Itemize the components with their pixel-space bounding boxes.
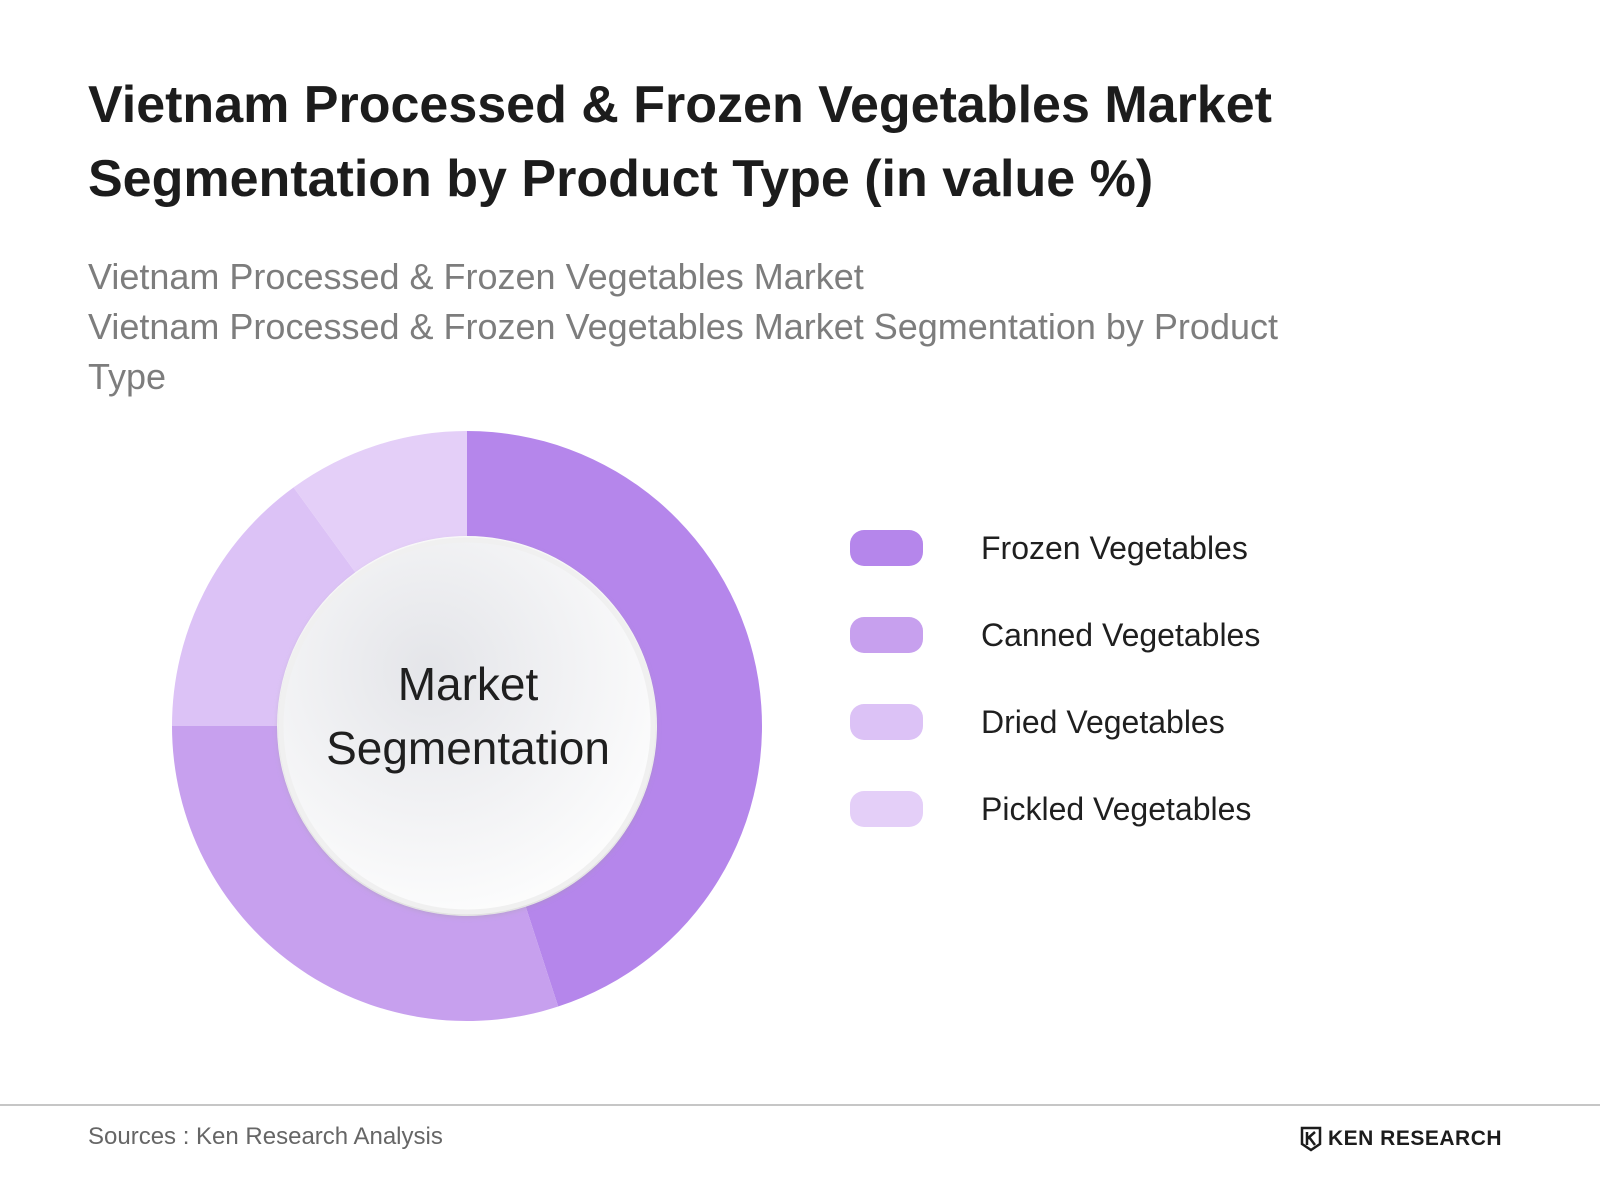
slice-pickled-vegetables xyxy=(293,431,467,573)
source-note: Sources : Ken Research Analysis xyxy=(88,1123,443,1150)
donut-center xyxy=(278,537,656,915)
donut-center-label: Market Segmentation xyxy=(326,658,610,774)
subtitle-line-1: Vietnam Processed & Frozen Vegetables Ma… xyxy=(88,256,864,297)
slice-canned-vegetables xyxy=(171,726,559,1022)
legend-swatch-pickled-vegetables xyxy=(850,791,923,827)
ken-research-logo-icon xyxy=(1300,1126,1322,1152)
legend-label-frozen-vegetables: Frozen Vegetables xyxy=(981,530,1248,566)
donut-slices xyxy=(171,431,762,1022)
legend-swatch-dried-vegetables xyxy=(850,704,923,740)
logo-text: KEN RESEARCH xyxy=(1328,1127,1503,1150)
slice-dried-vegetables xyxy=(172,487,356,726)
legend-swatch-frozen-vegetables xyxy=(850,530,923,566)
slice-frozen-vegetables xyxy=(467,431,762,1007)
chart-title: Vietnam Processed & Frozen Vegetables Ma… xyxy=(88,76,1272,208)
legend-label-dried-vegetables: Dried Vegetables xyxy=(981,704,1225,740)
legend-swatch-canned-vegetables xyxy=(850,617,923,653)
footer-divider xyxy=(0,1104,1600,1106)
chart-subtitle: Vietnam Processed & Frozen Vegetables Ma… xyxy=(88,252,1338,402)
legend-label-canned-vegetables: Canned Vegetables xyxy=(981,617,1261,653)
legend-label-pickled-vegetables: Pickled Vegetables xyxy=(981,791,1252,827)
subtitle-line-2: Vietnam Processed & Frozen Vegetables Ma… xyxy=(88,306,1278,397)
ken-research-logo: KEN RESEARCH xyxy=(1300,1124,1502,1154)
